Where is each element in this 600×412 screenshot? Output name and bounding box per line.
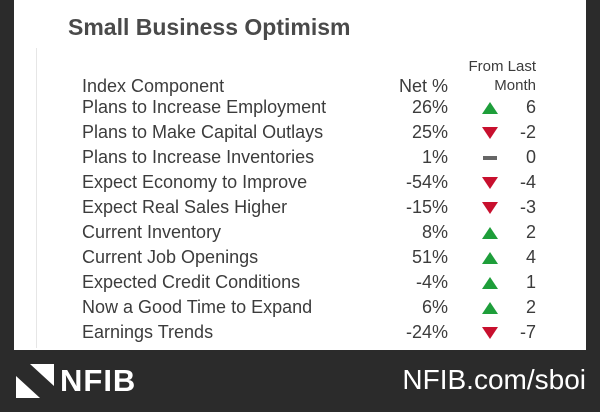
index-table: Plans to Increase Employment 26% 6 Plans to… <box>0 95 600 345</box>
column-header-change-line2: Month <box>494 77 536 94</box>
row-change-value: 2 <box>525 222 536 242</box>
logo-text: NFIB <box>60 363 137 398</box>
row-net-value: -4% <box>415 272 448 292</box>
row-net-value: 8% <box>421 222 448 242</box>
table-row: Earnings Trends -24% -7 <box>0 320 600 345</box>
row-net-value: 25% <box>411 122 448 142</box>
row-change-value: -3 <box>519 197 536 217</box>
table-row: Expect Economy to Improve -54% -4 <box>0 170 600 195</box>
page-title: Small Business Optimism <box>68 14 351 40</box>
triangle-up-icon <box>482 277 498 289</box>
row-change-value: 6 <box>525 97 536 117</box>
dash-icon <box>483 156 497 160</box>
table-row: Plans to Increase Inventories 1% 0 <box>0 145 600 170</box>
row-component-label: Plans to Make Capital Outlays <box>82 122 324 142</box>
row-net-value: 6% <box>421 297 448 317</box>
row-net-value: -15% <box>405 197 448 217</box>
row-component-label: Current Job Openings <box>82 247 259 267</box>
row-change-value: 0 <box>525 147 536 167</box>
row-net-value: -54% <box>405 172 448 192</box>
triangle-down-icon <box>482 202 498 214</box>
nfib-logo-mark-icon <box>16 364 54 398</box>
row-component-label: Now a Good Time to Expand <box>82 297 313 317</box>
row-component-label: Earnings Trends <box>82 322 214 342</box>
table-row: Expected Credit Conditions -4% 1 <box>0 270 600 295</box>
table-row: Plans to Make Capital Outlays 25% -2 <box>0 120 600 145</box>
row-component-label: Plans to Increase Inventories <box>82 147 315 167</box>
row-net-value: 1% <box>421 147 448 167</box>
row-change-value: 2 <box>525 297 536 317</box>
row-change-value: -4 <box>519 172 536 192</box>
row-component-label: Plans to Increase Employment <box>82 97 327 117</box>
row-change-value: -7 <box>519 322 536 342</box>
row-net-value: 26% <box>411 97 448 117</box>
footer-url: NFIB.com/sboi <box>402 364 586 395</box>
table-row: Plans to Increase Employment 26% 6 <box>0 95 600 120</box>
table-row: Now a Good Time to Expand 6% 2 <box>0 295 600 320</box>
row-net-value: 51% <box>411 247 448 267</box>
row-component-label: Expected Credit Conditions <box>82 272 301 292</box>
triangle-up-icon <box>482 227 498 239</box>
table-row: Current Inventory 8% 2 <box>0 220 600 245</box>
column-header-component: Index Component <box>82 76 225 96</box>
column-header-change-line1: From Last <box>468 58 536 75</box>
triangle-up-icon <box>482 302 498 314</box>
triangle-down-icon <box>482 327 498 339</box>
row-net-value: -24% <box>405 322 448 342</box>
column-header-net: Net % <box>398 76 448 96</box>
row-component-label: Expect Economy to Improve <box>82 172 308 192</box>
column-header-change: From Last Month <box>440 57 536 95</box>
row-change-value: -2 <box>519 122 536 142</box>
triangle-down-icon <box>482 177 498 189</box>
row-component-label: Expect Real Sales Higher <box>82 197 288 217</box>
footer-bar: NFIB NFIB.com/sboi <box>0 350 600 412</box>
row-component-label: Current Inventory <box>82 222 222 242</box>
row-change-value: 4 <box>525 247 536 267</box>
row-change-value: 1 <box>525 272 536 292</box>
triangle-up-icon <box>482 102 498 114</box>
table-panel <box>14 0 586 350</box>
triangle-down-icon <box>482 127 498 139</box>
nfib-logo: NFIB <box>16 363 166 398</box>
divider-line <box>36 48 37 348</box>
table-row: Current Job Openings 51% 4 <box>0 245 600 270</box>
triangle-up-icon <box>482 252 498 264</box>
table-row: Expect Real Sales Higher -15% -3 <box>0 195 600 220</box>
